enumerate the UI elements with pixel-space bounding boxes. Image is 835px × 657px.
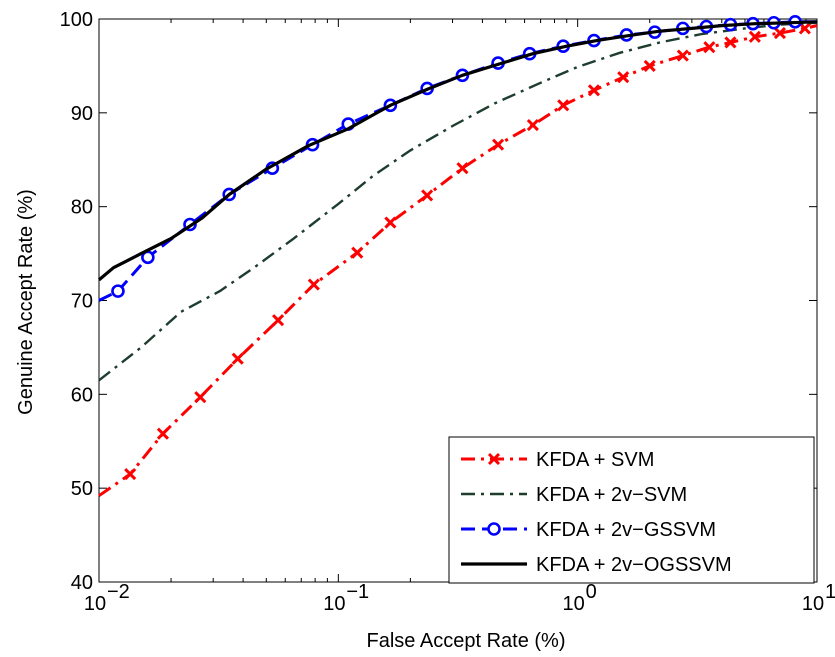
- data-point-marker: [156, 427, 170, 440]
- legend-label: KFDA + 2v−OGSSVM: [536, 554, 732, 576]
- data-point-marker: [643, 59, 656, 72]
- y-tick-label: 90: [71, 103, 93, 125]
- series-layer: [97, 15, 818, 497]
- x-axis-title: False Accept Rate (%): [367, 630, 566, 652]
- data-point-marker: [231, 352, 244, 365]
- data-point-marker: [307, 278, 320, 291]
- y-tick-label: 40: [71, 572, 93, 594]
- series-2: [98, 15, 817, 302]
- y-tick-label: 100: [60, 9, 93, 31]
- legend-entry: KFDA + SVM: [461, 449, 654, 471]
- series-0: [98, 22, 818, 497]
- data-point-marker: [421, 189, 434, 202]
- x-tick-exponent: 1: [825, 581, 835, 603]
- data-point-marker: [124, 468, 137, 481]
- data-point-marker: [798, 22, 811, 35]
- x-tick-label: 10: [802, 593, 824, 615]
- data-point-marker: [351, 246, 364, 259]
- series-line: [98, 24, 818, 497]
- legend: KFDA + SVM KFDA + 2v−SVM KFDA + 2v−GSSVM KF…: [448, 436, 815, 584]
- y-tick-label: 70: [71, 291, 93, 313]
- legend-entry: KFDA + 2v−SVM: [461, 484, 687, 506]
- data-point-marker: [111, 284, 125, 298]
- legend-entry: KFDA + 2v−OGSSVM: [461, 554, 732, 576]
- data-point-marker: [703, 41, 716, 54]
- y-tick-label: 50: [71, 478, 93, 500]
- series-line: [97, 20, 818, 282]
- data-point-marker: [384, 216, 397, 229]
- series-1: [98, 21, 818, 382]
- x-tick-exponent: 0: [586, 581, 597, 603]
- data-point-marker: [492, 138, 505, 151]
- y-ticks: 40 50 60 70 80 90 100: [60, 9, 817, 594]
- x-tick-exponent: −2: [107, 581, 130, 603]
- y-axis-title: Genuine Accept Rate (%): [15, 189, 37, 415]
- series-line: [98, 21, 818, 382]
- legend-label: KFDA + 2v−GSSVM: [536, 519, 716, 541]
- y-tick-label: 60: [71, 384, 93, 406]
- legend-marker: [487, 522, 501, 536]
- data-point-marker: [724, 36, 737, 49]
- x-tick-label: 10: [563, 593, 585, 615]
- data-point-marker: [587, 84, 601, 97]
- data-point-marker: [676, 49, 689, 62]
- series-3: [97, 20, 818, 282]
- legend-box: [448, 436, 815, 584]
- y-tick-label: 80: [71, 197, 93, 219]
- data-point-marker: [617, 71, 630, 84]
- series-line: [98, 20, 817, 302]
- x-tick-label: 10: [323, 593, 345, 615]
- x-tick-label: 10: [84, 593, 106, 615]
- data-point-marker: [456, 162, 469, 175]
- data-point-marker: [773, 27, 786, 40]
- data-point-marker: [194, 391, 207, 404]
- legend-label: KFDA + SVM: [536, 449, 654, 471]
- legend-label: KFDA + 2v−SVM: [536, 484, 687, 506]
- data-point-marker: [526, 118, 539, 132]
- data-point-marker: [557, 99, 570, 112]
- data-point-marker: [272, 314, 285, 327]
- x-tick-exponent: −1: [346, 581, 369, 603]
- legend-marker: [487, 452, 501, 466]
- data-point-marker: [748, 30, 761, 43]
- legend-entry: KFDA + 2v−GSSVM: [461, 519, 716, 541]
